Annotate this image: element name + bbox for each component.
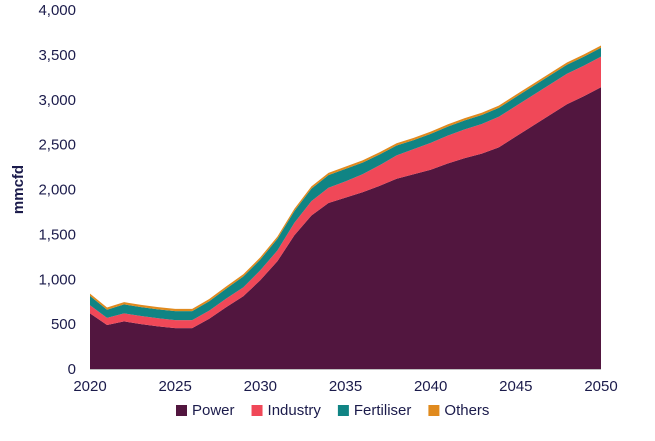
- y-tick-label: 4,000: [38, 2, 76, 19]
- y-tick-label: 2,000: [38, 182, 76, 199]
- legend-swatch-power: [176, 405, 187, 416]
- x-tick-label: 2030: [244, 378, 277, 395]
- x-tick-label: 2035: [329, 378, 362, 395]
- y-tick-label: 500: [51, 316, 76, 333]
- y-tick-label: 3,000: [38, 92, 76, 109]
- legend-swatch-others: [428, 405, 440, 416]
- area-power: [90, 87, 601, 369]
- legend-label-fertiliser: Fertiliser: [354, 402, 412, 419]
- y-tick-label: 3,500: [38, 47, 76, 64]
- legend-label-industry: Industry: [268, 402, 322, 419]
- y-tick-label: 0: [68, 361, 76, 378]
- y-tick-label: 1,000: [38, 271, 76, 288]
- y-axis-title: mmcfd: [10, 165, 27, 214]
- legend-swatch-industry: [251, 405, 263, 416]
- x-tick-label: 2040: [414, 378, 447, 395]
- legend-label-power: Power: [192, 402, 235, 419]
- x-tick-label: 2050: [584, 378, 617, 395]
- y-tick-label: 1,500: [38, 226, 76, 243]
- legend: Power Industry Fertiliser Others: [176, 402, 489, 419]
- area-industry: [90, 56, 601, 329]
- y-tick-label: 2,500: [38, 137, 76, 154]
- y-tick-labels: 0 500 1,000 1,500 2,000 2,500 3,000 3,500 4,000: [38, 2, 76, 378]
- x-tick-label: 2025: [158, 378, 191, 395]
- area-series-group: [90, 45, 601, 369]
- x-tick-label: 2045: [499, 378, 532, 395]
- x-tick-label: 2020: [73, 378, 106, 395]
- legend-swatch-fertiliser: [337, 405, 349, 416]
- x-tick-labels: 2020 2025 2030 2035 2040 2045 2050: [73, 378, 617, 395]
- legend-label-others: Others: [444, 402, 489, 419]
